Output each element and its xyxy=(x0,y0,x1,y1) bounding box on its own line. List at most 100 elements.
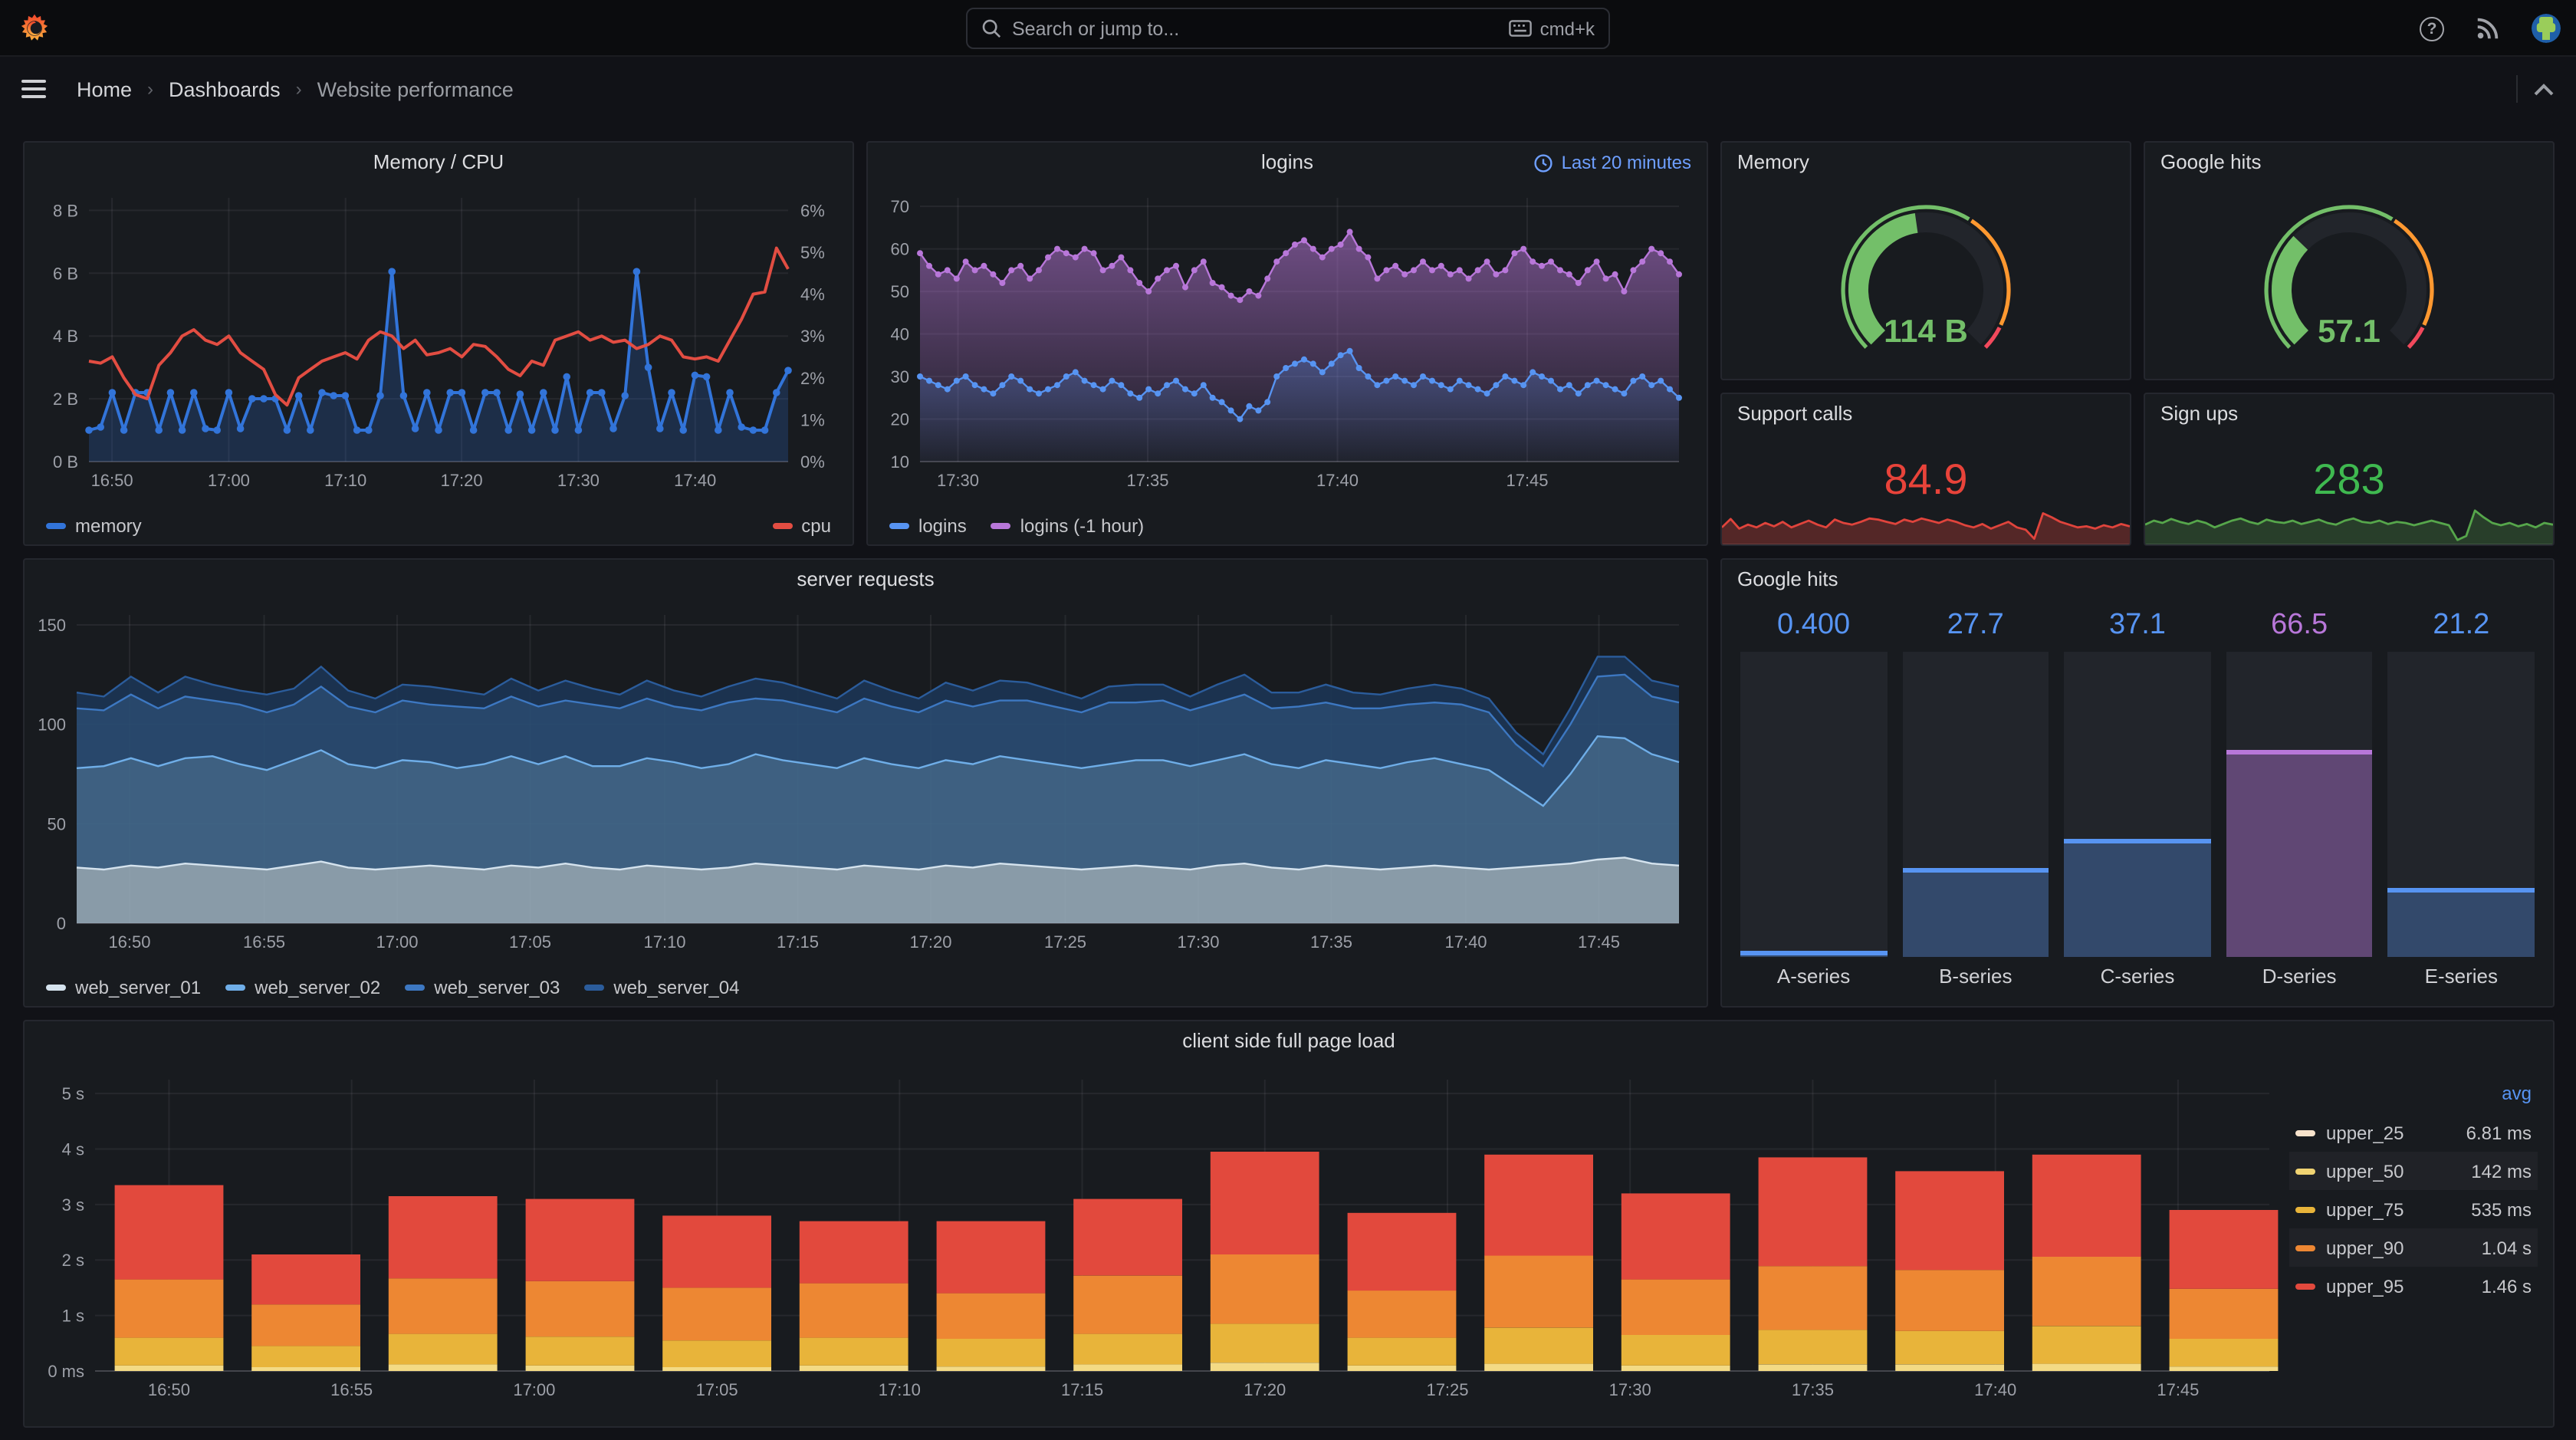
bar-gauge-bar xyxy=(2064,652,2211,957)
bar-gauge-value: 0.400 xyxy=(1777,609,1851,641)
x-axis-tick: 17:10 xyxy=(324,471,366,490)
x-axis-tick: 17:45 xyxy=(1578,932,1620,952)
series-web_server_01 xyxy=(77,857,1679,923)
news-rss-icon[interactable] xyxy=(2475,15,2501,41)
chart-logins[interactable]: 10 20 30 40 50 60 70 17:30 17:35 17:40 17:45 xyxy=(874,186,1700,501)
menu-toggle-icon[interactable] xyxy=(21,80,46,98)
legend-swatch xyxy=(889,523,909,529)
bar-segment-upper_50 xyxy=(1895,1364,2004,1371)
legend-item-logins[interactable]: logins xyxy=(889,515,967,537)
x-axis-tick: 17:25 xyxy=(1426,1380,1468,1399)
chart-server-requests[interactable]: 0 50 100 150 16:50 16:55 17:00 17:05 17:10 17:15 1… xyxy=(31,603,1700,963)
legend-item-logins (-1 hour)[interactable]: logins (-1 hour) xyxy=(991,515,1144,537)
breadcrumb-current: Website performance xyxy=(317,77,514,100)
bar-gauge-label: D-series xyxy=(2262,965,2337,988)
y-axis-tick: 50 xyxy=(48,814,66,833)
search-input[interactable]: Search or jump to... cmd+k xyxy=(966,8,1610,49)
bar-gauge: 0.400 A-series 27.7 B-series 37.1 C-series 66.… xyxy=(1740,609,2535,994)
bar-segment-upper_75 xyxy=(936,1339,1046,1367)
y-axis-tick: 2 B xyxy=(53,390,78,409)
bar-segment-upper_90 xyxy=(1073,1275,1182,1334)
y-axis-tick: 1% xyxy=(800,410,825,429)
time-range-indicator[interactable]: Last 20 minutes xyxy=(1534,152,1691,173)
breadcrumb-home[interactable]: Home xyxy=(77,77,133,100)
bar-segment-upper_50 xyxy=(799,1365,909,1371)
legend-swatch xyxy=(584,985,605,991)
bar-segment-upper_90 xyxy=(1895,1270,2004,1331)
y-axis-tick: 0 B xyxy=(53,452,78,472)
bar-segment-upper_75 xyxy=(388,1333,498,1365)
legend-item-web_server_02[interactable]: web_server_02 xyxy=(225,977,380,998)
legend-item-cpu[interactable]: cpu xyxy=(772,515,831,537)
y-axis-tick: 100 xyxy=(38,715,66,735)
panel-logins: logins Last 20 minutes 10 20 30 40 50 60 70 17:… xyxy=(866,141,1708,546)
legend-series-name: upper_50 xyxy=(2326,1160,2404,1182)
legend-item-memory[interactable]: memory xyxy=(46,515,142,537)
legend-row-upper_25[interactable]: upper_25 6.81 ms xyxy=(2289,1113,2538,1152)
bar-segment-upper_90 xyxy=(1758,1266,1868,1330)
chevron-up-icon[interactable] xyxy=(2533,82,2555,96)
bar-gauge-label: C-series xyxy=(2100,965,2175,988)
bar-segment-upper_50 xyxy=(1073,1364,1182,1371)
y-axis-tick: 3% xyxy=(800,327,825,346)
panel-title: Google hits xyxy=(2160,150,2262,173)
series-Sign ups xyxy=(2145,509,2553,541)
legend-avg-value: 6.81 ms xyxy=(2466,1122,2532,1143)
legend-row-upper_90[interactable]: upper_90 1.04 s xyxy=(2289,1228,2538,1267)
y-axis-tick: 2% xyxy=(800,369,825,388)
y-axis-tick: 1 s xyxy=(62,1307,84,1326)
bar-segment-upper_90 xyxy=(799,1283,909,1338)
user-avatar[interactable] xyxy=(2532,14,2561,43)
bar-segment-upper_50 xyxy=(114,1365,224,1371)
legend-row-upper_50[interactable]: upper_50 142 ms xyxy=(2289,1152,2538,1190)
legend-row-upper_75[interactable]: upper_75 535 ms xyxy=(2289,1190,2538,1228)
help-icon[interactable]: ? xyxy=(2420,16,2444,41)
bar-segment-upper_95 xyxy=(1621,1193,1730,1280)
chart-client-page-load[interactable]: 0 ms 1 s 2 s 3 s 4 s 5 s 16:50 16:55 17:00 17:05 1… xyxy=(31,1064,2285,1417)
bar-gauge-bar xyxy=(2387,652,2535,957)
grafana-logo-icon[interactable] xyxy=(18,12,51,44)
bar-segment-upper_95 xyxy=(1073,1198,1182,1276)
legend-swatch xyxy=(2295,1244,2315,1251)
bar-gauge-value: 21.2 xyxy=(2433,609,2490,641)
chart-memory-cpu[interactable]: 0 B 2 B 4 B 6 B 8 B 0% 1% 2% 3% 4% 5% 6% 16:50 17:00 1… xyxy=(31,186,846,501)
bar-segment-upper_95 xyxy=(1895,1171,2004,1271)
stat-value: 283 xyxy=(2313,455,2385,503)
breadcrumb-dashboards[interactable]: Dashboards xyxy=(169,77,281,100)
bar-segment-upper_75 xyxy=(525,1336,635,1366)
bar-gauge-column-E-series: 21.2 E-series xyxy=(2387,609,2535,994)
x-axis-tick: 17:30 xyxy=(1609,1380,1651,1399)
breadcrumb-separator: › xyxy=(295,78,302,100)
bar-segment-upper_75 xyxy=(662,1340,771,1367)
x-axis-tick: 17:35 xyxy=(1126,471,1168,490)
bar-segment-upper_50 xyxy=(2169,1366,2279,1371)
bar-segment-upper_90 xyxy=(1210,1254,1319,1324)
breadcrumb-separator: › xyxy=(147,78,154,100)
x-axis-tick: 17:15 xyxy=(777,932,819,952)
legend-swatch xyxy=(2295,1206,2315,1212)
legend-row-upper_95[interactable]: upper_95 1.46 s xyxy=(2289,1267,2538,1305)
support-calls-sparkline xyxy=(1722,512,2130,544)
bar-segment-upper_50 xyxy=(936,1366,1046,1371)
x-axis-tick: 17:35 xyxy=(1310,932,1352,952)
breadcrumb: Home › Dashboards › Website performance xyxy=(0,58,2576,120)
y-axis-tick: 70 xyxy=(891,197,909,216)
legend-item-web_server_03[interactable]: web_server_03 xyxy=(405,977,560,998)
x-axis-tick: 17:00 xyxy=(513,1380,555,1399)
bar-gauge-bar xyxy=(1902,652,2049,957)
series-web_server_02 xyxy=(77,736,1679,870)
legend-label: memory xyxy=(75,515,142,537)
bar-gauge-value: 27.7 xyxy=(1947,609,2004,641)
stat-value: 84.9 xyxy=(1884,455,1968,503)
legend-item-web_server_04[interactable]: web_server_04 xyxy=(584,977,740,998)
y-axis-tick: 6% xyxy=(800,201,825,220)
legend-series-name: upper_90 xyxy=(2326,1237,2404,1258)
bar-gauge-bar xyxy=(2226,652,2373,957)
legend-item-web_server_01[interactable]: web_server_01 xyxy=(46,977,201,998)
x-axis-tick: 17:40 xyxy=(674,471,716,490)
divider xyxy=(2516,75,2518,103)
bar-segment-upper_90 xyxy=(1621,1279,1730,1335)
bar-segment-upper_95 xyxy=(525,1198,635,1281)
bar-segment-upper_75 xyxy=(1073,1333,1182,1365)
bar-segment-upper_75 xyxy=(2169,1339,2279,1367)
